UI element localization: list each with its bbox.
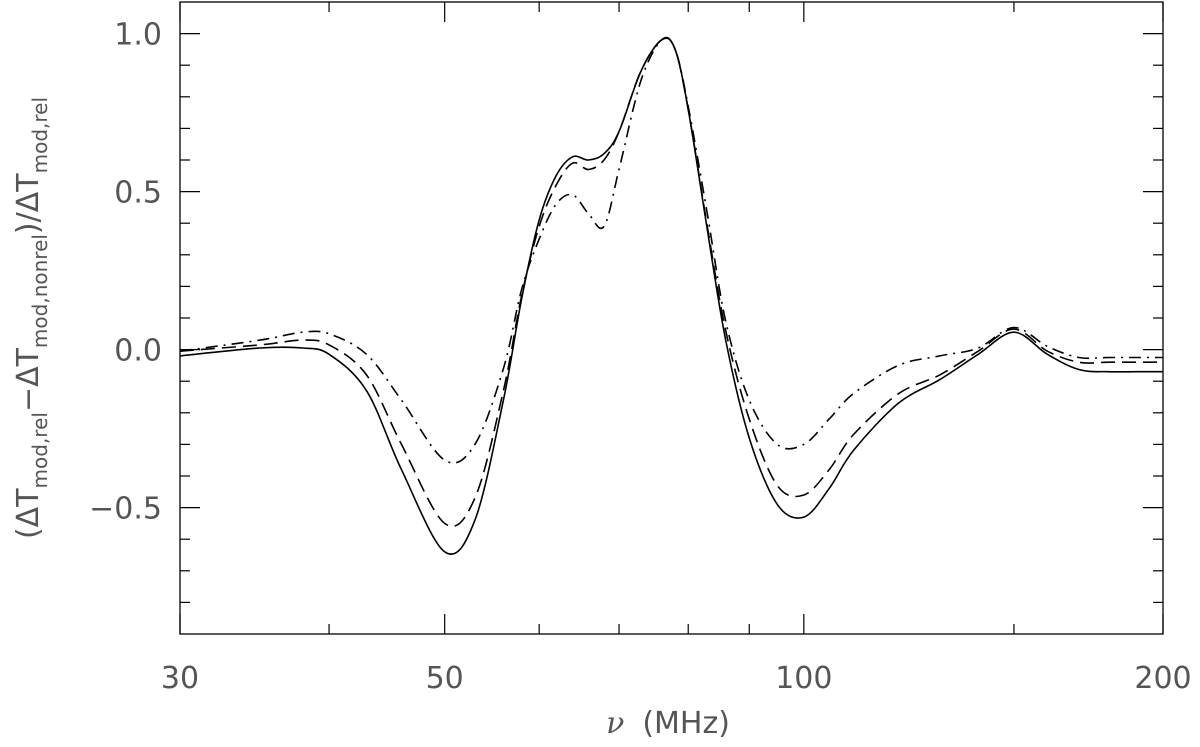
y-axis-label-sub: mod,nonrel: [28, 234, 52, 348]
x-axis-label-symbol: ν: [606, 706, 624, 741]
y-tick-label: −0.5: [89, 492, 162, 527]
series-line: [179, 36, 1163, 464]
x-tick-label: 50: [426, 661, 464, 696]
x-tick-label: 200: [1134, 661, 1191, 696]
series-line: [179, 37, 1163, 528]
plot-frame: [179, 1, 1164, 635]
y-tick-label: 0.5: [114, 176, 162, 211]
y-axis-label-part: −ΔT: [11, 347, 46, 412]
x-axis-label-unit: (MHz): [642, 706, 730, 741]
x-axis-label: ν (MHz): [606, 706, 730, 741]
y-tick-label: 0.0: [114, 334, 162, 369]
y-axis-label-sub: mod,rel: [28, 97, 52, 173]
x-tick-label: 100: [775, 661, 832, 696]
y-axis-label-sub: mod,rel: [28, 412, 52, 488]
y-tick-label: 1.0: [114, 18, 162, 53]
y-axis-label: (ΔTmod,rel−ΔTmod,nonrel)/ΔTmod,rel: [11, 97, 52, 539]
x-tick-label: 30: [161, 661, 199, 696]
series-line: [179, 37, 1163, 555]
y-axis-label-part: (ΔT: [11, 488, 46, 539]
y-axis-label-part: )/ΔT: [11, 173, 46, 234]
